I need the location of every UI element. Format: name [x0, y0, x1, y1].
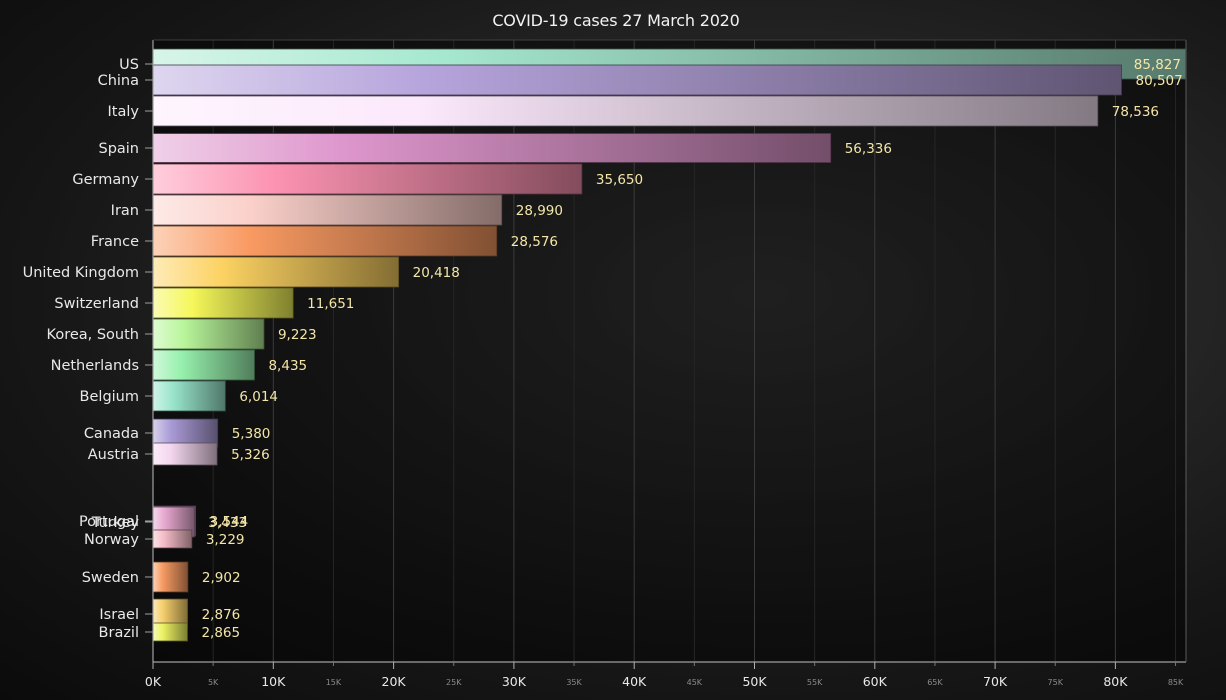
category-label: Belgium [80, 389, 139, 405]
x-tick-minor-label: 45K [687, 678, 703, 687]
axes [145, 39, 1187, 669]
category-label: Turkey [91, 515, 140, 531]
category-label: Sweden [82, 570, 139, 586]
bar-brazil [152, 622, 188, 642]
bar-sweden [152, 561, 189, 593]
bar-spain [152, 133, 832, 163]
bar-iran [152, 194, 503, 226]
value-label: 2,902 [202, 570, 241, 586]
value-label: 28,576 [511, 234, 558, 250]
x-tick-label: 0K [145, 674, 162, 689]
x-tick-minor-label: 75K [1048, 678, 1064, 687]
bar-switzerland [152, 287, 294, 319]
value-label: 35,650 [596, 172, 643, 188]
value-label: 6,014 [239, 389, 278, 405]
x-tick-minor-label: 55K [807, 678, 823, 687]
x-tick-label: 70K [983, 674, 1008, 689]
x-tick-labels: 0K 10K 20K 30K 40K 50K 60K 70K 80K 5K 15K 25K 35K 45K… [145, 674, 1184, 689]
x-tick-minor-label: 5K [208, 678, 219, 687]
bar-germany [152, 163, 583, 195]
x-tick-label: 60K [863, 674, 888, 689]
bar-austria [152, 442, 218, 466]
chart-title: COVID-19 cases 27 March 2020 [492, 11, 740, 30]
category-label: China [98, 73, 139, 89]
x-tick-minor-label: 15K [326, 678, 342, 687]
value-label: 2,876 [202, 607, 241, 623]
x-tick-label: 40K [622, 674, 647, 689]
bar-italy [152, 95, 1099, 127]
value-label: 20,418 [413, 265, 460, 281]
value-label: 5,380 [232, 426, 271, 442]
bar-france [152, 225, 498, 257]
value-label: 80,507 [1135, 73, 1182, 89]
bar-united-kingdom [152, 256, 400, 288]
bar-korea-south [152, 318, 265, 350]
bar-belgium [152, 380, 226, 412]
category-label: France [91, 234, 139, 250]
value-label: 56,336 [845, 141, 892, 157]
value-label: 9,223 [278, 327, 317, 343]
x-tick-minor-label: 35K [566, 678, 582, 687]
category-label: Brazil [99, 625, 139, 641]
category-label: Norway [84, 532, 139, 548]
x-tick-label: 10K [261, 674, 286, 689]
bar-canada [152, 418, 219, 448]
category-label: Italy [108, 104, 140, 120]
value-label: 8,435 [268, 358, 307, 374]
category-label: Israel [99, 607, 139, 623]
x-tick-minor-label: 85K [1168, 678, 1184, 687]
value-label: 28,990 [516, 203, 563, 219]
x-tick-label: 50K [742, 674, 767, 689]
category-label: US [119, 57, 139, 73]
category-label: Korea, South [47, 327, 139, 343]
value-label: 2,865 [201, 625, 240, 641]
value-label: 3,433 [208, 515, 247, 531]
bar-china [152, 64, 1122, 96]
category-label: Spain [98, 141, 139, 157]
category-label: Germany [72, 172, 139, 188]
category-label: Iran [111, 203, 139, 219]
x-tick-label: 80K [1103, 674, 1128, 689]
category-label: Switzerland [54, 296, 139, 312]
x-tick-minor-label: 25K [446, 678, 462, 687]
value-label: 5,326 [231, 447, 270, 463]
bar-norway [152, 529, 193, 549]
value-label: 11,651 [307, 296, 354, 312]
value-label: 85,827 [1134, 57, 1181, 73]
bar-netherlands [152, 349, 255, 381]
x-tick-label: 30K [502, 674, 527, 689]
bars [152, 48, 1186, 642]
category-label: United Kingdom [23, 265, 139, 281]
x-tick-minor-label: 65K [927, 678, 943, 687]
category-label: Netherlands [51, 358, 139, 374]
value-label: 3,544 [210, 514, 249, 530]
value-label: 78,536 [1112, 104, 1159, 120]
category-label: Austria [88, 447, 139, 463]
category-label: Portugal [79, 514, 139, 530]
value-label: 3,229 [206, 532, 245, 548]
x-tick-label: 20K [382, 674, 407, 689]
category-label: Canada [84, 426, 139, 442]
